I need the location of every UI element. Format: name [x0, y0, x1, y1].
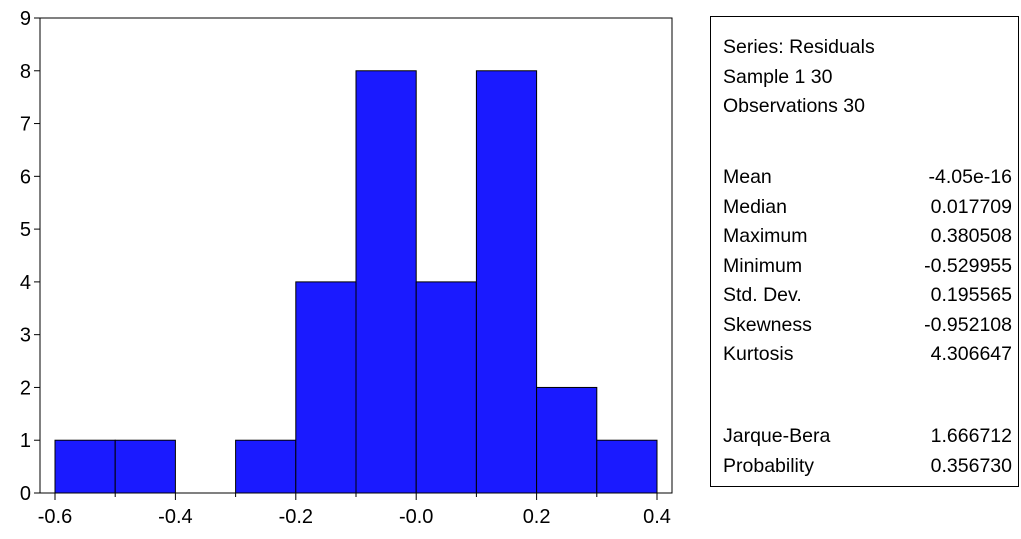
statistic-label: Skewness — [723, 313, 812, 336]
y-tick-label: 0 — [20, 483, 31, 505]
x-tick-label: -0.6 — [38, 506, 72, 528]
statistic-label: Median — [723, 195, 787, 218]
x-tick-label: 0.2 — [523, 506, 551, 528]
statistic-value: 0.017709 — [930, 195, 1012, 218]
statistic-row: Median 0.017709 — [723, 193, 1012, 223]
x-tick-label: -0.4 — [158, 506, 192, 528]
histogram-bar — [536, 386, 598, 494]
test-label: Jarque-Bera — [723, 425, 831, 447]
statistic-row: Skewness -0.952108 — [723, 311, 1012, 341]
histogram-bar — [235, 439, 297, 494]
histogram-chart: 0 1 2 3 4 5 6 7 8 9 -0.6 -0.4 -0.2 -0.0 0.2 0.4 — [20, 8, 673, 528]
y-tick-label: 4 — [20, 272, 31, 294]
sample-range: Sample 1 30 — [723, 65, 833, 88]
test-value: 0.356730 — [930, 454, 1012, 477]
statistic-value: -4.05e-16 — [928, 166, 1012, 188]
observation-count: Observations 30 — [723, 95, 865, 117]
statistic-label: Maximum — [723, 225, 808, 247]
statistic-row: Mean -4.05e-16 — [723, 163, 1012, 193]
y-tick-label: 8 — [20, 61, 31, 83]
histogram-bar — [475, 70, 538, 494]
statistic-value: 0.195565 — [930, 284, 1012, 306]
y-tick-label: 5 — [20, 219, 31, 241]
statistic-value: 0.380508 — [930, 225, 1012, 247]
histogram-bar — [295, 281, 357, 494]
statistic-row: Minimum -0.529955 — [723, 252, 1012, 282]
statistic-label: Std. Dev. — [723, 284, 802, 306]
y-tick-label: 7 — [20, 114, 31, 136]
test-row: Probability 0.356730 — [723, 452, 1012, 482]
y-tick-label: 9 — [20, 8, 31, 30]
y-tick-label: 3 — [20, 325, 31, 347]
x-tick-label: 0.4 — [643, 506, 671, 528]
statistic-value: -0.529955 — [924, 254, 1012, 277]
statistic-value: -0.952108 — [924, 313, 1012, 336]
test-label: Probability — [723, 454, 815, 477]
statistic-value: 4.306647 — [930, 343, 1012, 365]
histogram-bar — [114, 439, 176, 494]
statistic-label: Mean — [723, 166, 772, 188]
statistic-row: Std. Dev. 0.195565 — [723, 281, 1012, 311]
histogram-bar — [415, 281, 477, 494]
statistic-label: Minimum — [723, 254, 803, 277]
x-axis: -0.6 -0.4 -0.2 -0.0 0.2 0.4 — [38, 493, 671, 528]
histogram-bar — [54, 439, 116, 494]
statistics-panel: Series: Residuals Sample 1 30 Observatio… — [710, 16, 1019, 487]
statistic-row: Maximum 0.380508 — [723, 222, 1012, 252]
statistic-row: Kurtosis 4.306647 — [723, 340, 1012, 370]
series-name: Series: Residuals — [723, 36, 875, 58]
test-row: Jarque-Bera 1.666712 — [723, 422, 1012, 452]
y-tick-label: 1 — [20, 430, 31, 452]
y-axis: 0 1 2 3 4 5 6 7 8 9 — [20, 8, 40, 505]
statistic-label: Kurtosis — [723, 343, 794, 365]
histogram-bars — [54, 70, 658, 494]
x-tick-label: -0.0 — [399, 506, 433, 528]
histogram-bar — [355, 70, 417, 494]
x-tick-label: -0.2 — [279, 506, 313, 528]
test-value: 1.666712 — [930, 425, 1012, 447]
y-tick-label: 2 — [20, 377, 31, 399]
histogram-bar — [596, 439, 658, 494]
y-tick-label: 6 — [20, 166, 31, 188]
